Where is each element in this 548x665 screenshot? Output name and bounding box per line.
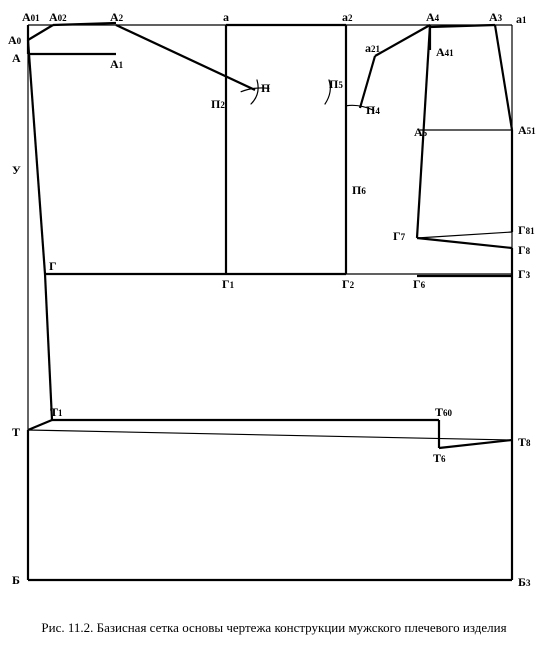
point-label-B3: Б3 [518, 576, 530, 588]
point-label-G7: Г7 [393, 230, 405, 242]
point-label-P4: П4 [366, 104, 380, 116]
point-label-T8: Т8 [518, 436, 531, 448]
point-label-P2: П2 [211, 98, 225, 110]
point-label-A1: А1 [110, 58, 123, 70]
point-label-G6: Г6 [413, 278, 425, 290]
point-label-G81: Г81 [518, 224, 535, 236]
point-label-a: а [223, 11, 229, 23]
point-label-A3: А3 [489, 11, 502, 23]
figure-caption: Рис. 11.2. Базисная сетка основы чертежа… [0, 620, 548, 636]
point-label-G3: Г3 [518, 268, 530, 280]
point-label-T6: Т6 [433, 452, 446, 464]
point-label-T1: Т1 [50, 406, 63, 418]
point-label-U: У [12, 164, 21, 176]
point-label-a2: а2 [342, 11, 353, 23]
point-label-B: Б [12, 574, 20, 586]
point-label-P: П [261, 82, 270, 94]
point-label-a1: а1 [516, 13, 527, 25]
point-label-A51: А51 [518, 124, 536, 136]
point-label-G: Г [49, 260, 57, 272]
point-label-A2: А2 [110, 11, 123, 23]
point-label-A: А [12, 52, 21, 64]
point-label-A0: А0 [8, 34, 21, 46]
point-label-a21: а21 [365, 42, 380, 54]
point-label-T: Т [12, 426, 20, 438]
point-label-A41: А41 [436, 46, 454, 58]
point-label-T60: Т60 [435, 406, 452, 418]
diagram-svg [0, 0, 548, 665]
point-label-A02: А02 [49, 11, 67, 23]
diagram-page: А01 А02 А2 а а2 А4 А3 а1 А0 А А1 А41 а21 П П2 П5 П4 А5 А51… [0, 0, 548, 665]
point-label-A01: А01 [22, 11, 40, 23]
point-label-G2: Г2 [342, 278, 354, 290]
point-label-G8: Г8 [518, 244, 530, 256]
point-label-A5: А5 [414, 126, 427, 138]
point-label-A4: А4 [426, 11, 439, 23]
point-label-P6: П6 [352, 184, 366, 196]
point-label-G1: Г1 [222, 278, 234, 290]
point-label-P5: П5 [329, 78, 343, 90]
